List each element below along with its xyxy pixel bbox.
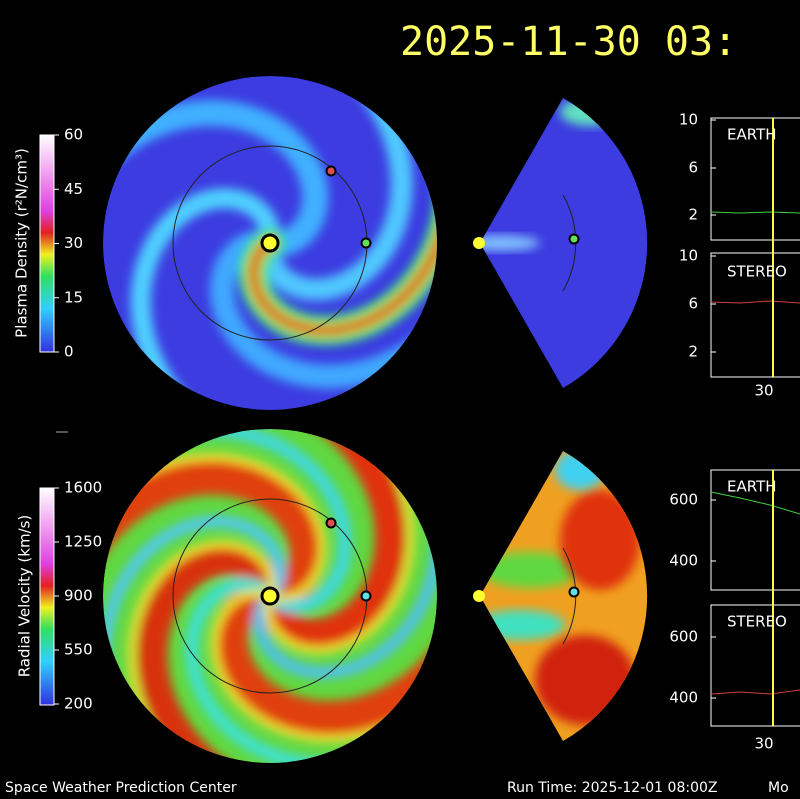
spiral-arm [255,429,405,649]
y-tick-label: 2 [688,206,698,224]
colorbar-tick-label: 60 [64,126,83,144]
colorbar-tick-label: 1600 [64,479,102,497]
panel-label: EARTH [727,478,777,496]
spiral-arm [103,453,327,603]
spiral-arm [210,589,437,743]
spiral-arm [137,545,285,763]
bodies [260,165,580,606]
colorbar-tick-label: 15 [64,288,83,306]
velocity-wedge [480,451,648,741]
colorbar-tick-label: 1250 [64,533,102,551]
spiral-arm [263,429,415,654]
colorbar-label: Radial Velocity (km/s) [16,515,34,678]
colorbar-tick-label: 0 [64,343,74,361]
spiral-arm [249,147,437,335]
y-tick-label: 6 [688,159,698,177]
y-tick-label: 400 [669,689,698,707]
y-tick-label: 10 [679,111,698,129]
spiral-arm [214,579,437,735]
y-tick-label: 600 [669,491,698,509]
density-wedge [480,98,648,388]
colorbar-tick-label: 30 [64,234,83,252]
timeseries [710,117,800,727]
colorbar [39,134,55,353]
x-tick-label: 30 [754,382,773,400]
colorbar-tick-label: 550 [64,641,93,659]
colorbar-tick-label: 200 [64,695,93,713]
spiral-arm [258,76,413,301]
colorbar-tick-label: 900 [64,587,93,605]
footer-right: Mo [768,780,789,796]
spiral-arm [103,515,286,734]
run-time: Run Time: 2025-12-01 08:00Z [507,780,717,796]
spiral-arm [253,464,437,679]
y-tick-label: 6 [688,295,698,313]
spiral-arm [130,188,281,410]
colorbar-label: Plasma Density (r²N/cm³) [13,148,31,338]
panel-label: EARTH [727,126,777,144]
x-tick-label: 30 [754,735,773,753]
spiral-arm [103,460,324,613]
title: 2025-11-30 03: [400,19,737,65]
footer-left: Space Weather Prediction Center [5,780,237,796]
spiral-arm [103,99,329,257]
y-tick-label: 600 [669,628,698,646]
y-tick-label: 10 [679,247,698,265]
panel-label: STEREO [727,613,787,631]
panel-label: STEREO [727,263,787,281]
spiral-arm [133,429,353,614]
spiral-arm [184,577,398,763]
y-tick-label: 2 [688,343,698,361]
spiral-arm [127,540,276,763]
colorbar-tick-label: 45 [64,180,83,198]
y-tick-label: 400 [669,552,698,570]
spiral-arm [209,229,437,389]
colorbar [39,487,55,706]
